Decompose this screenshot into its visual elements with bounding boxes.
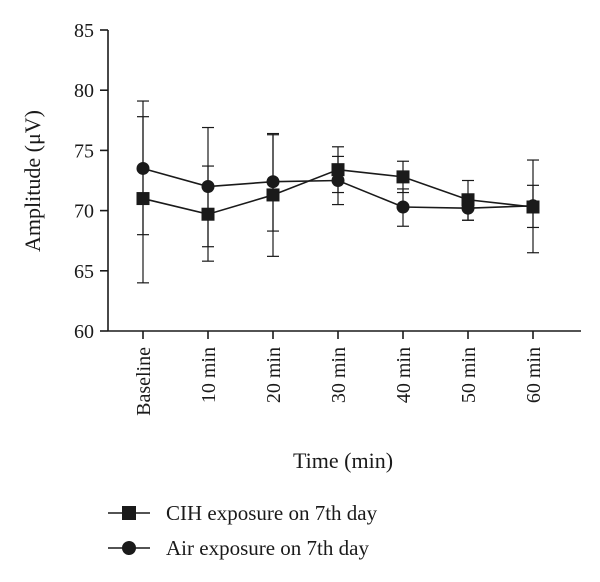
y-tick-label-0: 60 <box>74 321 94 343</box>
data-point-air-5 <box>461 201 475 215</box>
legend-item-air: Air exposure on 7th day <box>108 536 369 560</box>
axes <box>107 30 581 332</box>
data-point-air-0 <box>136 161 150 175</box>
legend-label-air: Air exposure on 7th day <box>166 536 369 560</box>
series-layer <box>136 100 540 284</box>
x-tick-label-3: 30 min <box>328 347 350 403</box>
x-tick-label-1: 10 min <box>198 347 220 403</box>
y-tick-label-4: 80 <box>74 80 94 102</box>
x-ticks: Baseline 10 min 20 min 30 min 40 min 50 min 60… <box>133 331 545 416</box>
x-axis-label: Time (min) <box>293 448 393 473</box>
x-tick-label-2: 20 min <box>263 347 285 403</box>
series-cih <box>136 116 540 284</box>
y-ticks: 60 65 70 75 80 85 <box>74 20 108 343</box>
data-point-cih-4 <box>396 170 410 184</box>
x-tick-label-5: 50 min <box>458 347 480 403</box>
legend-label-cih: CIH exposure on 7th day <box>166 501 378 525</box>
data-point-air-6 <box>526 199 540 213</box>
legend-item-cih: CIH exposure on 7th day <box>108 501 378 525</box>
legend: CIH exposure on 7th day Air exposure on … <box>108 501 378 560</box>
y-tick-label-1: 65 <box>74 261 94 283</box>
y-tick-label-5: 85 <box>74 20 94 42</box>
y-tick-label-2: 70 <box>74 201 94 223</box>
data-point-air-2 <box>266 175 280 189</box>
data-point-air-3 <box>331 174 345 187</box>
data-point-air-4 <box>396 200 410 214</box>
y-tick-label-3: 75 <box>74 140 94 162</box>
x-tick-label-0: Baseline <box>133 347 155 416</box>
legend-marker-square <box>122 506 136 520</box>
data-point-air-1 <box>201 180 215 194</box>
series-air <box>136 100 540 248</box>
x-tick-label-4: 40 min <box>393 347 415 403</box>
legend-marker-circle <box>122 541 136 555</box>
y-axis-label: Amplitude (μV) <box>20 110 45 252</box>
x-tick-label-6: 60 min <box>523 347 545 403</box>
